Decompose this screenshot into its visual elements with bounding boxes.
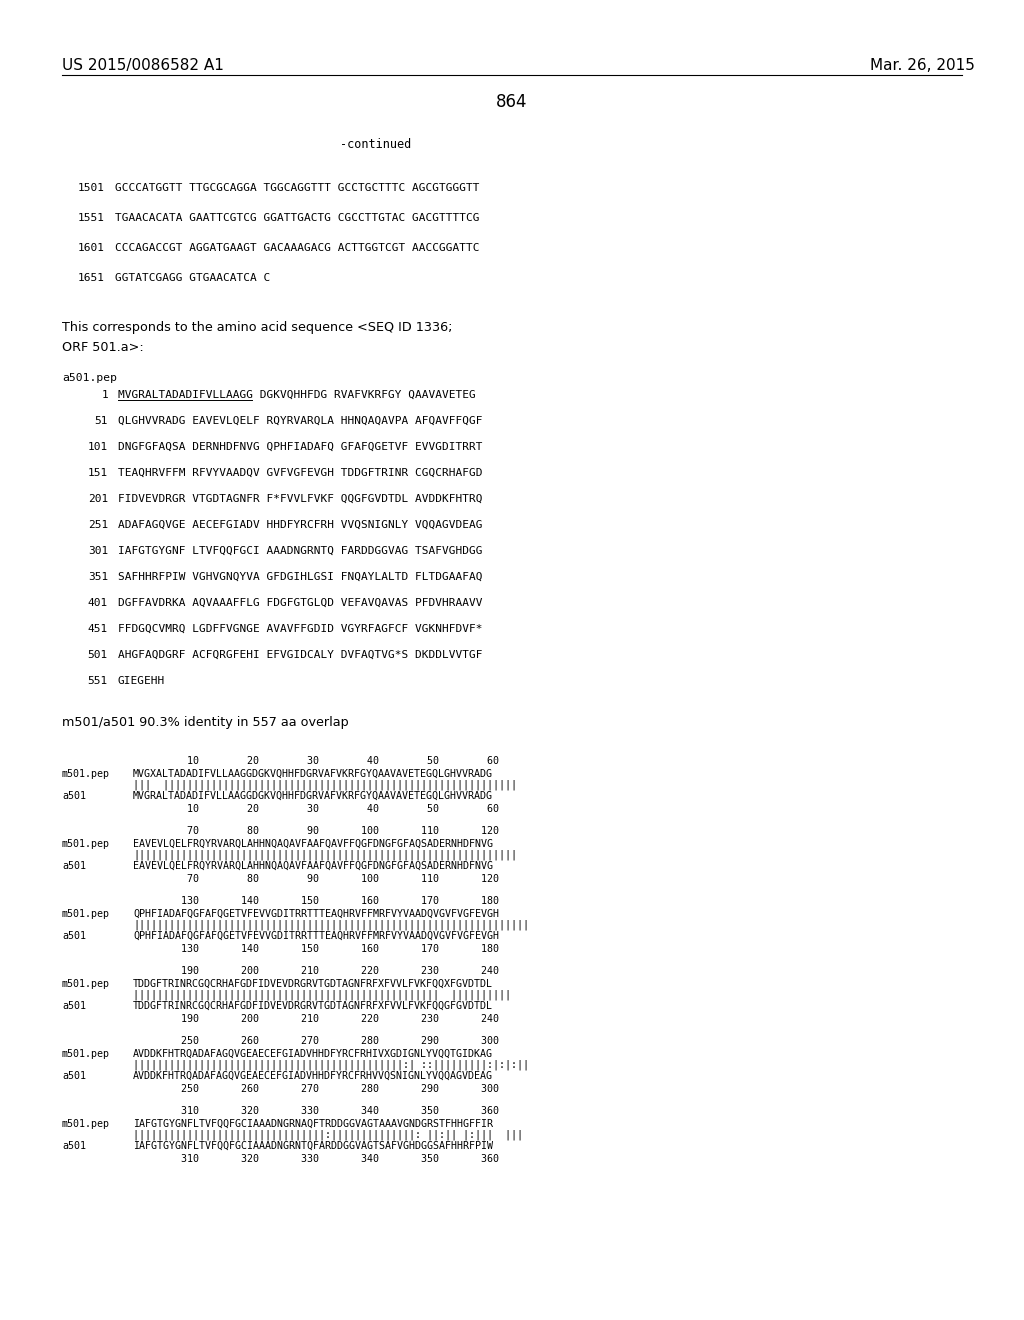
Text: 351: 351 <box>88 572 108 582</box>
Text: 310       320       330       340       350       360: 310 320 330 340 350 360 <box>133 1106 499 1115</box>
Text: 250       260       270       280       290       300: 250 260 270 280 290 300 <box>133 1084 499 1094</box>
Text: SAFHHRFPIW VGHVGNQYVA GFDGIHLGSI FNQAYLALTD FLTDGAAFAQ: SAFHHRFPIW VGHVGNQYVA GFDGIHLGSI FNQAYLA… <box>118 572 482 582</box>
Text: a501: a501 <box>62 1140 86 1151</box>
Text: US 2015/0086582 A1: US 2015/0086582 A1 <box>62 58 224 73</box>
Text: 310       320       330       340       350       360: 310 320 330 340 350 360 <box>133 1154 499 1164</box>
Text: 1: 1 <box>101 389 108 400</box>
Text: 250       260       270       280       290       300: 250 260 270 280 290 300 <box>133 1036 499 1045</box>
Text: AHGFAQDGRF ACFQRGFEHI EFVGIDCALY DVFAQTVG*S DKDDLVVTGF: AHGFAQDGRF ACFQRGFEHI EFVGIDCALY DVFAQTV… <box>118 649 482 660</box>
Text: |||||||||||||||||||||||||||||||||||||||||||||||||||  ||||||||||: ||||||||||||||||||||||||||||||||||||||||… <box>133 990 511 1001</box>
Text: a501: a501 <box>62 931 86 941</box>
Text: CCCAGACCGT AGGATGAAGT GACAAAGACG ACTTGGTCGT AACCGGATTC: CCCAGACCGT AGGATGAAGT GACAAAGACG ACTTGGT… <box>115 243 479 253</box>
Text: a501: a501 <box>62 861 86 871</box>
Text: a501: a501 <box>62 1001 86 1011</box>
Text: 70        80        90       100       110       120: 70 80 90 100 110 120 <box>133 826 499 836</box>
Text: 70        80        90       100       110       120: 70 80 90 100 110 120 <box>133 874 499 884</box>
Text: 190       200       210       220       230       240: 190 200 210 220 230 240 <box>133 1014 499 1024</box>
Text: IAFGTGYGNF LTVFQQFGCI AAADNGRNTQ FARDDGGVAG TSAFVGHDGG: IAFGTGYGNF LTVFQQFGCI AAADNGRNTQ FARDDGG… <box>118 546 482 556</box>
Text: 190       200       210       220       230       240: 190 200 210 220 230 240 <box>133 966 499 975</box>
Text: 10        20        30        40        50        60: 10 20 30 40 50 60 <box>133 756 499 766</box>
Text: 864: 864 <box>497 92 527 111</box>
Text: m501.pep: m501.pep <box>62 770 110 779</box>
Text: 501: 501 <box>88 649 108 660</box>
Text: TDDGFTRINRCGQCRHAFGDFIDVEVDRGRVTGDTAGNFRFXFVVLFVKFQQGFGVDTDL: TDDGFTRINRCGQCRHAFGDFIDVEVDRGRVTGDTAGNFR… <box>133 1001 493 1011</box>
Text: MVGRALTADADIFVLLAAGG DGKVQHHFDG RVAFVKRFGY QAAVAVETEG: MVGRALTADADIFVLLAAGG DGKVQHHFDG RVAFVKRF… <box>118 389 476 400</box>
Text: 551: 551 <box>88 676 108 686</box>
Text: ADAFAGQVGE AECEFGIADV HHDFYRCFRH VVQSNIGNLY VQQAGVDEAG: ADAFAGQVGE AECEFGIADV HHDFYRCFRH VVQSNIG… <box>118 520 482 531</box>
Text: 251: 251 <box>88 520 108 531</box>
Text: ||||||||||||||||||||||||||||||||||||||||||||||||||||||||||||||||: ||||||||||||||||||||||||||||||||||||||||… <box>133 850 517 861</box>
Text: 101: 101 <box>88 442 108 451</box>
Text: ||||||||||||||||||||||||||||||||||||||||||||||||||||||||||||||||||: ||||||||||||||||||||||||||||||||||||||||… <box>133 920 529 931</box>
Text: 201: 201 <box>88 494 108 504</box>
Text: DNGFGFAQSA DERNHDFNVG QPHFIADAFQ GFAFQGETVF EVVGDITRRT: DNGFGFAQSA DERNHDFNVG QPHFIADAFQ GFAFQGE… <box>118 442 482 451</box>
Text: 401: 401 <box>88 598 108 609</box>
Text: a501: a501 <box>62 1071 86 1081</box>
Text: Mar. 26, 2015: Mar. 26, 2015 <box>870 58 975 73</box>
Text: QPHFIADAFQGFAFQGETVFEVVGDITRRTTTEAQHRVFFMRFVYVAADQVGVFVGFEVGH: QPHFIADAFQGFAFQGETVFEVVGDITRRTTTEAQHRVFF… <box>133 909 499 919</box>
Text: EAVEVLQELFRQYRVARQLAHHNQAQAVFAAFQAVFFQGFDNGFGFAQSADERNHDFNVG: EAVEVLQELFRQYRVARQLAHHNQAQAVFAAFQAVFFQGF… <box>133 861 493 871</box>
Text: MVGXALTADADIFVLLAAGGDGKVQHHFDGRVAFVKRFGYQAAVAVETEGQLGHVVRADG: MVGXALTADADIFVLLAAGGDGKVQHHFDGRVAFVKRFGY… <box>133 770 493 779</box>
Text: 1651: 1651 <box>78 273 105 282</box>
Text: 451: 451 <box>88 624 108 634</box>
Text: 1601: 1601 <box>78 243 105 253</box>
Text: 51: 51 <box>94 416 108 426</box>
Text: TGAACACATA GAATTCGTCG GGATTGACTG CGCCTTGTAC GACGTTTTCG: TGAACACATA GAATTCGTCG GGATTGACTG CGCCTTG… <box>115 213 479 223</box>
Text: 10        20        30        40        50        60: 10 20 30 40 50 60 <box>133 804 499 814</box>
Text: |||  |||||||||||||||||||||||||||||||||||||||||||||||||||||||||||: ||| ||||||||||||||||||||||||||||||||||||… <box>133 780 517 791</box>
Text: m501.pep: m501.pep <box>62 1119 110 1129</box>
Text: a501.pep: a501.pep <box>62 374 117 383</box>
Text: IAFGTGYGNFLTVFQQFGCIAAADNGRNTQFARDDGGVAGTSAFVGHDGGSAFHHRFPIW: IAFGTGYGNFLTVFQQFGCIAAADNGRNTQFARDDGGVAG… <box>133 1140 493 1151</box>
Text: MVGRALTADADIFVLLAAGGDGKVQHHFDGRVAFVKRFGYQAAVAVETEGQLGHVVRADG: MVGRALTADADIFVLLAAGGDGKVQHHFDGRVAFVKRFGY… <box>133 791 493 801</box>
Text: AVDDKFHTRQADAFAGQVGEAECEFGIADVHHDFYRCFRHIVXGDIGNLYVQQTGIDKAG: AVDDKFHTRQADAFAGQVGEAECEFGIADVHHDFYRCFRH… <box>133 1049 493 1059</box>
Text: GIEGEHH: GIEGEHH <box>118 676 165 686</box>
Text: GCCCATGGTT TTGCGCAGGA TGGCAGGTTT GCCTGCTTTC AGCGTGGGTT: GCCCATGGTT TTGCGCAGGA TGGCAGGTTT GCCTGCT… <box>115 183 479 193</box>
Text: 1551: 1551 <box>78 213 105 223</box>
Text: -continued: -continued <box>340 139 412 150</box>
Text: |||||||||||||||||||||||||||||||||||||||||||||:| ::|||||||||:|:|:||: ||||||||||||||||||||||||||||||||||||||||… <box>133 1060 529 1071</box>
Text: 1501: 1501 <box>78 183 105 193</box>
Text: DGFFAVDRKA AQVAAAFFLG FDGFGTGLQD VEFAVQAVAS PFDVHRAAVV: DGFFAVDRKA AQVAAAFFLG FDGFGTGLQD VEFAVQA… <box>118 598 482 609</box>
Text: 130       140       150       160       170       180: 130 140 150 160 170 180 <box>133 944 499 954</box>
Text: m501/a501 90.3% identity in 557 aa overlap: m501/a501 90.3% identity in 557 aa overl… <box>62 715 349 729</box>
Text: TEAQHRVFFM RFVYVAADQV GVFVGFEVGH TDDGFTRINR CGQCRHAFGD: TEAQHRVFFM RFVYVAADQV GVFVGFEVGH TDDGFTR… <box>118 469 482 478</box>
Text: m501.pep: m501.pep <box>62 979 110 989</box>
Text: GGTATCGAGG GTGAACATCA C: GGTATCGAGG GTGAACATCA C <box>115 273 270 282</box>
Text: 130       140       150       160       170       180: 130 140 150 160 170 180 <box>133 896 499 906</box>
Text: m501.pep: m501.pep <box>62 840 110 849</box>
Text: m501.pep: m501.pep <box>62 909 110 919</box>
Text: ORF 501.a>:: ORF 501.a>: <box>62 341 143 354</box>
Text: a501: a501 <box>62 791 86 801</box>
Text: 301: 301 <box>88 546 108 556</box>
Text: EAVEVLQELFRQYRVARQLAHHNQAQAVFAAFQAVFFQGFDNGFGFAQSADERNHDFNVG: EAVEVLQELFRQYRVARQLAHHNQAQAVFAAFQAVFFQGF… <box>133 840 493 849</box>
Text: IAFGTGYGNFLTVFQQFGCIAAADNGRNAQFTRDDGGVAGTAAAVGNDGRSTFHHGFFIR: IAFGTGYGNFLTVFQQFGCIAAADNGRNAQFTRDDGGVAG… <box>133 1119 493 1129</box>
Text: TDDGFTRINRCGQCRHAFGDFIDVEVDRGRVTGDTAGNFRFXFVVLFVKFQQXFGVDTDL: TDDGFTRINRCGQCRHAFGDFIDVEVDRGRVTGDTAGNFR… <box>133 979 493 989</box>
Text: FFDGQCVMRQ LGDFFVGNGE AVAVFFGDID VGYRFAGFCF VGKNHFDVF*: FFDGQCVMRQ LGDFFVGNGE AVAVFFGDID VGYRFAG… <box>118 624 482 634</box>
Text: ||||||||||||||||||||||||||||||||:||||||||||||||: ||:|| |:|||  |||: ||||||||||||||||||||||||||||||||:|||||||… <box>133 1130 523 1140</box>
Text: AVDDKFHTRQADAFAGQVGEAECEFGIADVHHDFYRCFRHVVQSNIGNLYVQQAGVDEAG: AVDDKFHTRQADAFAGQVGEAECEFGIADVHHDFYRCFRH… <box>133 1071 493 1081</box>
Text: 151: 151 <box>88 469 108 478</box>
Text: FIDVEVDRGR VTGDTAGNFR F*FVVLFVKF QQGFGVDTDL AVDDKFHTRQ: FIDVEVDRGR VTGDTAGNFR F*FVVLFVKF QQGFGVD… <box>118 494 482 504</box>
Text: This corresponds to the amino acid sequence <SEQ ID 1336;: This corresponds to the amino acid seque… <box>62 321 453 334</box>
Text: QPHFIADAFQGFAFQGETVFEVVGDITRRTTTEAQHRVFFMRFVYVAADQVGVFVGFEVGH: QPHFIADAFQGFAFQGETVFEVVGDITRRTTTEAQHRVFF… <box>133 931 499 941</box>
Text: m501.pep: m501.pep <box>62 1049 110 1059</box>
Text: QLGHVVRADG EAVEVLQELF RQYRVARQLA HHNQAQAVPA AFQAVFFQGF: QLGHVVRADG EAVEVLQELF RQYRVARQLA HHNQAQA… <box>118 416 482 426</box>
